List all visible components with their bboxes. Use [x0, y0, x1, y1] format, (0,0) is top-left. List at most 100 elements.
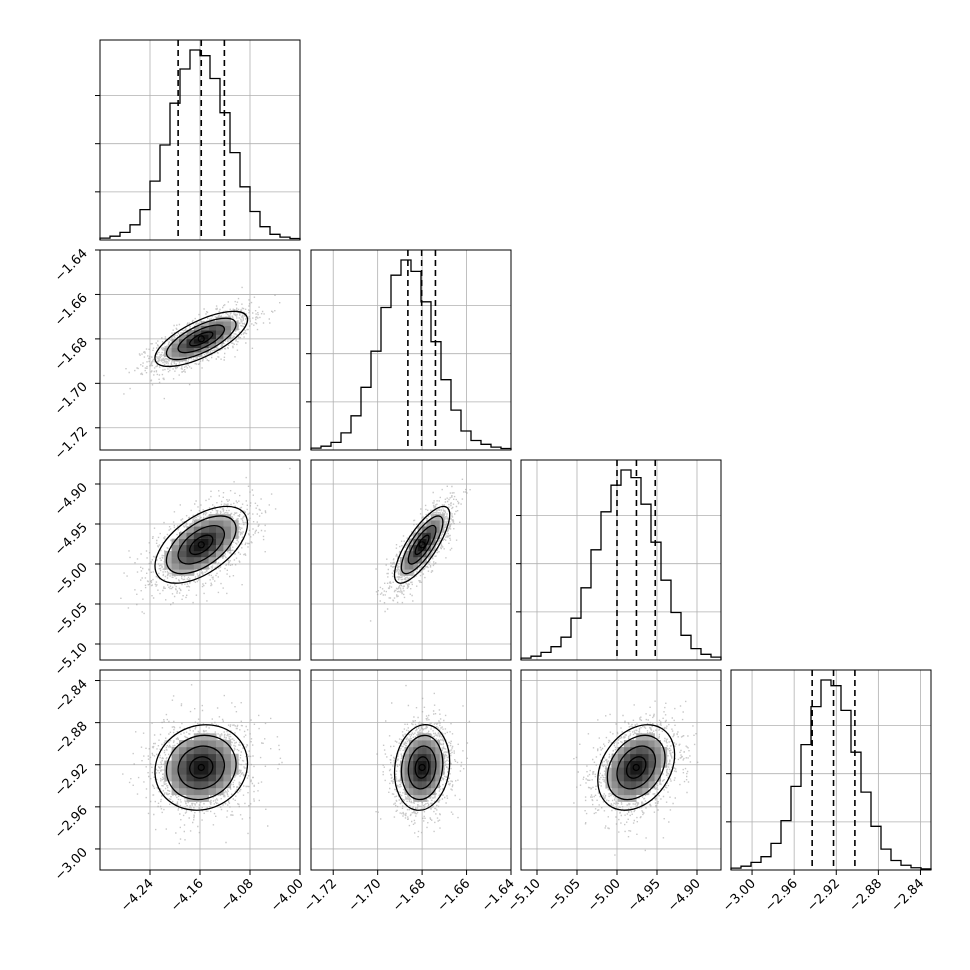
density-cell	[435, 753, 440, 761]
density-cell	[208, 325, 217, 331]
density-cell	[426, 774, 432, 782]
density-cell	[223, 334, 232, 340]
density-cell	[179, 334, 187, 340]
density-cell	[208, 532, 217, 539]
density-cell	[630, 788, 637, 796]
y-tick-label: −2.92	[52, 761, 91, 800]
density-cell	[216, 544, 224, 552]
density-cell	[605, 767, 612, 775]
x-tick-label: −1.72	[301, 876, 340, 915]
density-cell	[648, 753, 655, 761]
density-cell	[417, 794, 423, 802]
density-cell	[417, 767, 423, 775]
density-cell	[186, 352, 195, 357]
x-tick-label: −4.08	[218, 876, 257, 915]
density-cell	[208, 753, 217, 761]
density-cell	[179, 347, 187, 353]
x-tick-label: −5.05	[545, 876, 584, 915]
density-cell	[201, 747, 209, 755]
density-cell	[201, 334, 209, 340]
density-cell	[404, 569, 410, 576]
x-tick-label: −2.88	[846, 876, 885, 915]
x-tick-label: −1.70	[346, 876, 385, 915]
contour-2	[177, 324, 226, 354]
hist-step-4	[730, 679, 932, 870]
density-cell	[223, 526, 232, 533]
density-cell	[617, 767, 625, 775]
density-cell	[422, 781, 427, 789]
y-tick-label: −2.96	[52, 803, 91, 842]
density-cell	[648, 760, 655, 768]
density-cell	[223, 532, 232, 539]
density-cell	[408, 740, 414, 748]
density-cell	[193, 338, 202, 344]
y-tick-label: −1.68	[52, 335, 91, 374]
density-cell	[186, 788, 195, 796]
density-cell	[216, 767, 224, 775]
density-cell	[422, 538, 427, 546]
density-cell	[642, 740, 649, 748]
contour-4	[154, 505, 249, 584]
contour-1	[189, 534, 214, 556]
density-cell	[223, 774, 232, 782]
density-cell	[186, 538, 195, 546]
density-cell	[642, 788, 649, 796]
density-cell	[654, 753, 661, 761]
scatter-panel-3-1	[99, 459, 301, 661]
contour-2	[177, 745, 225, 790]
contour-4	[393, 505, 451, 584]
density-cell	[426, 733, 432, 741]
density-cell	[404, 550, 410, 558]
density-cell	[201, 343, 209, 348]
contour-1	[189, 756, 214, 779]
density-cell	[654, 747, 661, 755]
density-cell	[426, 520, 432, 527]
density-cell	[193, 532, 202, 539]
panel-content	[100, 670, 300, 870]
density-cell	[223, 747, 232, 755]
density-cell	[623, 794, 631, 802]
panel-frame	[99, 459, 301, 661]
density-cell	[201, 733, 209, 741]
density-cell	[435, 747, 440, 755]
density-cell	[223, 330, 232, 335]
density-cell	[193, 538, 202, 546]
density-cell	[171, 753, 180, 761]
histogram-panel-3	[516, 459, 722, 661]
density-cell	[413, 753, 418, 761]
density-cell	[617, 747, 625, 755]
contour-center	[197, 763, 205, 772]
density-cell	[216, 550, 224, 558]
density-cell	[430, 520, 436, 527]
y-tick-label: −2.88	[52, 719, 91, 758]
panel-frame	[730, 669, 932, 871]
density-cell	[422, 747, 427, 755]
density-cell	[179, 760, 187, 768]
scatter-panel-4-2	[310, 669, 512, 871]
density-cell	[426, 788, 432, 796]
x-tick-label: −1.68	[390, 876, 429, 915]
density-cell	[422, 532, 427, 539]
density-cell	[636, 740, 643, 748]
density-cell	[208, 338, 217, 344]
scatter-panel-4-3	[520, 669, 722, 871]
density-cell	[648, 767, 655, 775]
y-tick-label: −5.00	[52, 560, 91, 599]
density-cell	[422, 774, 427, 782]
y-tick-label: −1.72	[52, 424, 91, 463]
density-cell	[193, 740, 202, 748]
x-tick-label: −2.96	[762, 876, 801, 915]
density-cell	[439, 760, 445, 768]
contour-3	[165, 515, 237, 575]
panel-frame	[99, 249, 301, 451]
density-cell	[223, 316, 232, 322]
hist-step-2	[310, 259, 512, 450]
density-cell	[171, 338, 180, 344]
contour-center	[197, 335, 205, 343]
density-cell	[623, 781, 631, 789]
density-cell	[430, 740, 436, 748]
density-cell	[216, 538, 224, 546]
density-cell	[636, 781, 643, 789]
density-cell	[408, 767, 414, 775]
density-cell	[648, 740, 655, 748]
